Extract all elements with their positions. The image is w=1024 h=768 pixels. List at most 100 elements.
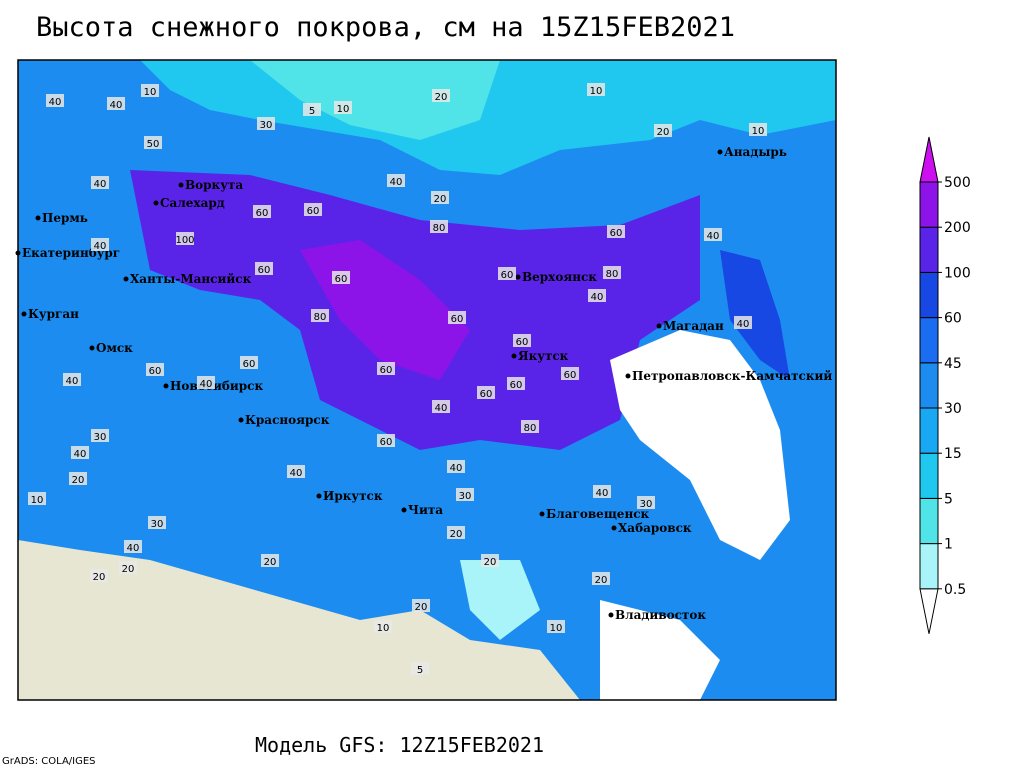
city-name: Красноярск — [245, 413, 330, 427]
contour-label: 40 — [74, 449, 87, 460]
contour-label-box — [334, 101, 352, 114]
contour-label-box — [119, 561, 137, 574]
contour-label-box — [332, 271, 350, 284]
title: Высота снежного покрова, см на 15Z15FEB2… — [36, 12, 735, 43]
map — [17, 59, 837, 701]
city-dot — [15, 250, 21, 256]
city-dot — [89, 345, 95, 351]
city-dot — [21, 311, 27, 317]
colorbar-bin — [919, 271, 939, 319]
colorbar-bin — [919, 497, 939, 545]
contour-label-box — [28, 492, 46, 505]
contour-label: 30 — [640, 499, 653, 510]
colorbar-label: 45 — [944, 356, 962, 372]
contour-label: 40 — [435, 403, 448, 414]
contour-label: 20 — [122, 564, 135, 575]
contour-label: 10 — [144, 87, 157, 98]
contour-label: 10 — [31, 495, 44, 506]
contour-label: 40 — [49, 97, 62, 108]
contour-label: 20 — [264, 557, 277, 568]
contour-label-box — [603, 266, 621, 279]
contour-label: 60 — [480, 389, 493, 400]
contour-label-box — [90, 569, 108, 582]
city-dot — [401, 507, 407, 513]
contour-label-box — [749, 123, 767, 136]
contour-label-box — [107, 97, 125, 110]
contour-label: 10 — [337, 104, 350, 115]
contour-label: 40 — [596, 488, 609, 499]
contour-label: 60 — [307, 206, 320, 217]
contour-label: 40 — [450, 463, 463, 474]
city-dot — [153, 200, 159, 206]
contour-label-box — [704, 228, 722, 241]
low-snow-area — [460, 560, 540, 640]
city-name: Владивосток — [615, 608, 706, 622]
contour-label-box — [261, 554, 279, 567]
colorbar-label: 1 — [944, 537, 953, 553]
contour-label-box — [148, 516, 166, 529]
city-name: Благовещенск — [546, 507, 650, 521]
contour-label-box — [456, 488, 474, 501]
city-name: Иркутск — [323, 489, 383, 503]
contour-label-box — [561, 367, 579, 380]
city-name: Пермь — [42, 211, 88, 225]
contour-label: 10 — [752, 126, 765, 137]
colorbar-bin — [919, 317, 939, 364]
city-dot — [656, 323, 662, 329]
contour-label-box — [481, 554, 499, 567]
contour-label: 5 — [417, 665, 423, 676]
contour-label-box — [588, 289, 606, 302]
contour-label-box — [287, 465, 305, 478]
contour-label: 20 — [434, 194, 447, 205]
contour-label: 50 — [147, 139, 160, 150]
city-dot — [611, 525, 617, 531]
city-name: Новосибирск — [170, 379, 263, 393]
contour-label-box — [498, 267, 516, 280]
contour-label: 20 — [450, 529, 463, 540]
city-dot — [163, 383, 169, 389]
contour-label-box — [587, 83, 605, 96]
colorbar-bottom-triangle — [919, 588, 939, 634]
contour-label-box — [71, 446, 89, 459]
city-dot — [316, 493, 322, 499]
contour-label: 40 — [110, 100, 123, 111]
contour-label-box — [176, 232, 194, 245]
city-name: Чита — [408, 503, 443, 517]
contour-label: 20 — [435, 92, 448, 103]
contour-label: 40 — [290, 468, 303, 479]
contour-label-box — [46, 94, 64, 107]
contour-label: 20 — [415, 602, 428, 613]
contour-label: 20 — [484, 557, 497, 568]
contour-label-box — [124, 540, 142, 553]
city-dot — [717, 149, 723, 155]
contour-label-box — [412, 599, 430, 612]
city-dot — [123, 276, 129, 282]
contour-label-box — [91, 176, 109, 189]
contour-label: 100 — [175, 235, 194, 246]
colorbar-label: 60 — [944, 311, 962, 327]
contour-label: 20 — [595, 575, 608, 586]
contour-label: 60 — [256, 208, 269, 219]
city-dot — [608, 612, 614, 618]
colorbar-top-triangle — [919, 136, 939, 183]
colorbar-bin — [919, 226, 939, 273]
contour-label: 40 — [390, 177, 403, 188]
contour-label-box — [63, 373, 81, 386]
contour-label: 80 — [314, 312, 327, 323]
contour-label-box — [507, 377, 525, 390]
contour-label: 60 — [510, 380, 523, 391]
contour-label-box — [387, 174, 405, 187]
contour-label: 80 — [606, 269, 619, 280]
city-dot — [539, 511, 545, 517]
contour-label: 30 — [260, 120, 273, 131]
model-caption: Модель GFS: 12Z15FEB2021 — [255, 733, 544, 757]
contour-label: 10 — [590, 86, 603, 97]
contour-label-box — [303, 103, 321, 116]
contour-label: 20 — [657, 127, 670, 138]
contour-label: 60 — [451, 314, 464, 325]
kamchatka — [720, 250, 790, 380]
contour-label-box — [607, 225, 625, 238]
city-name: Анадырь — [724, 145, 787, 159]
contour-label-box — [637, 496, 655, 509]
